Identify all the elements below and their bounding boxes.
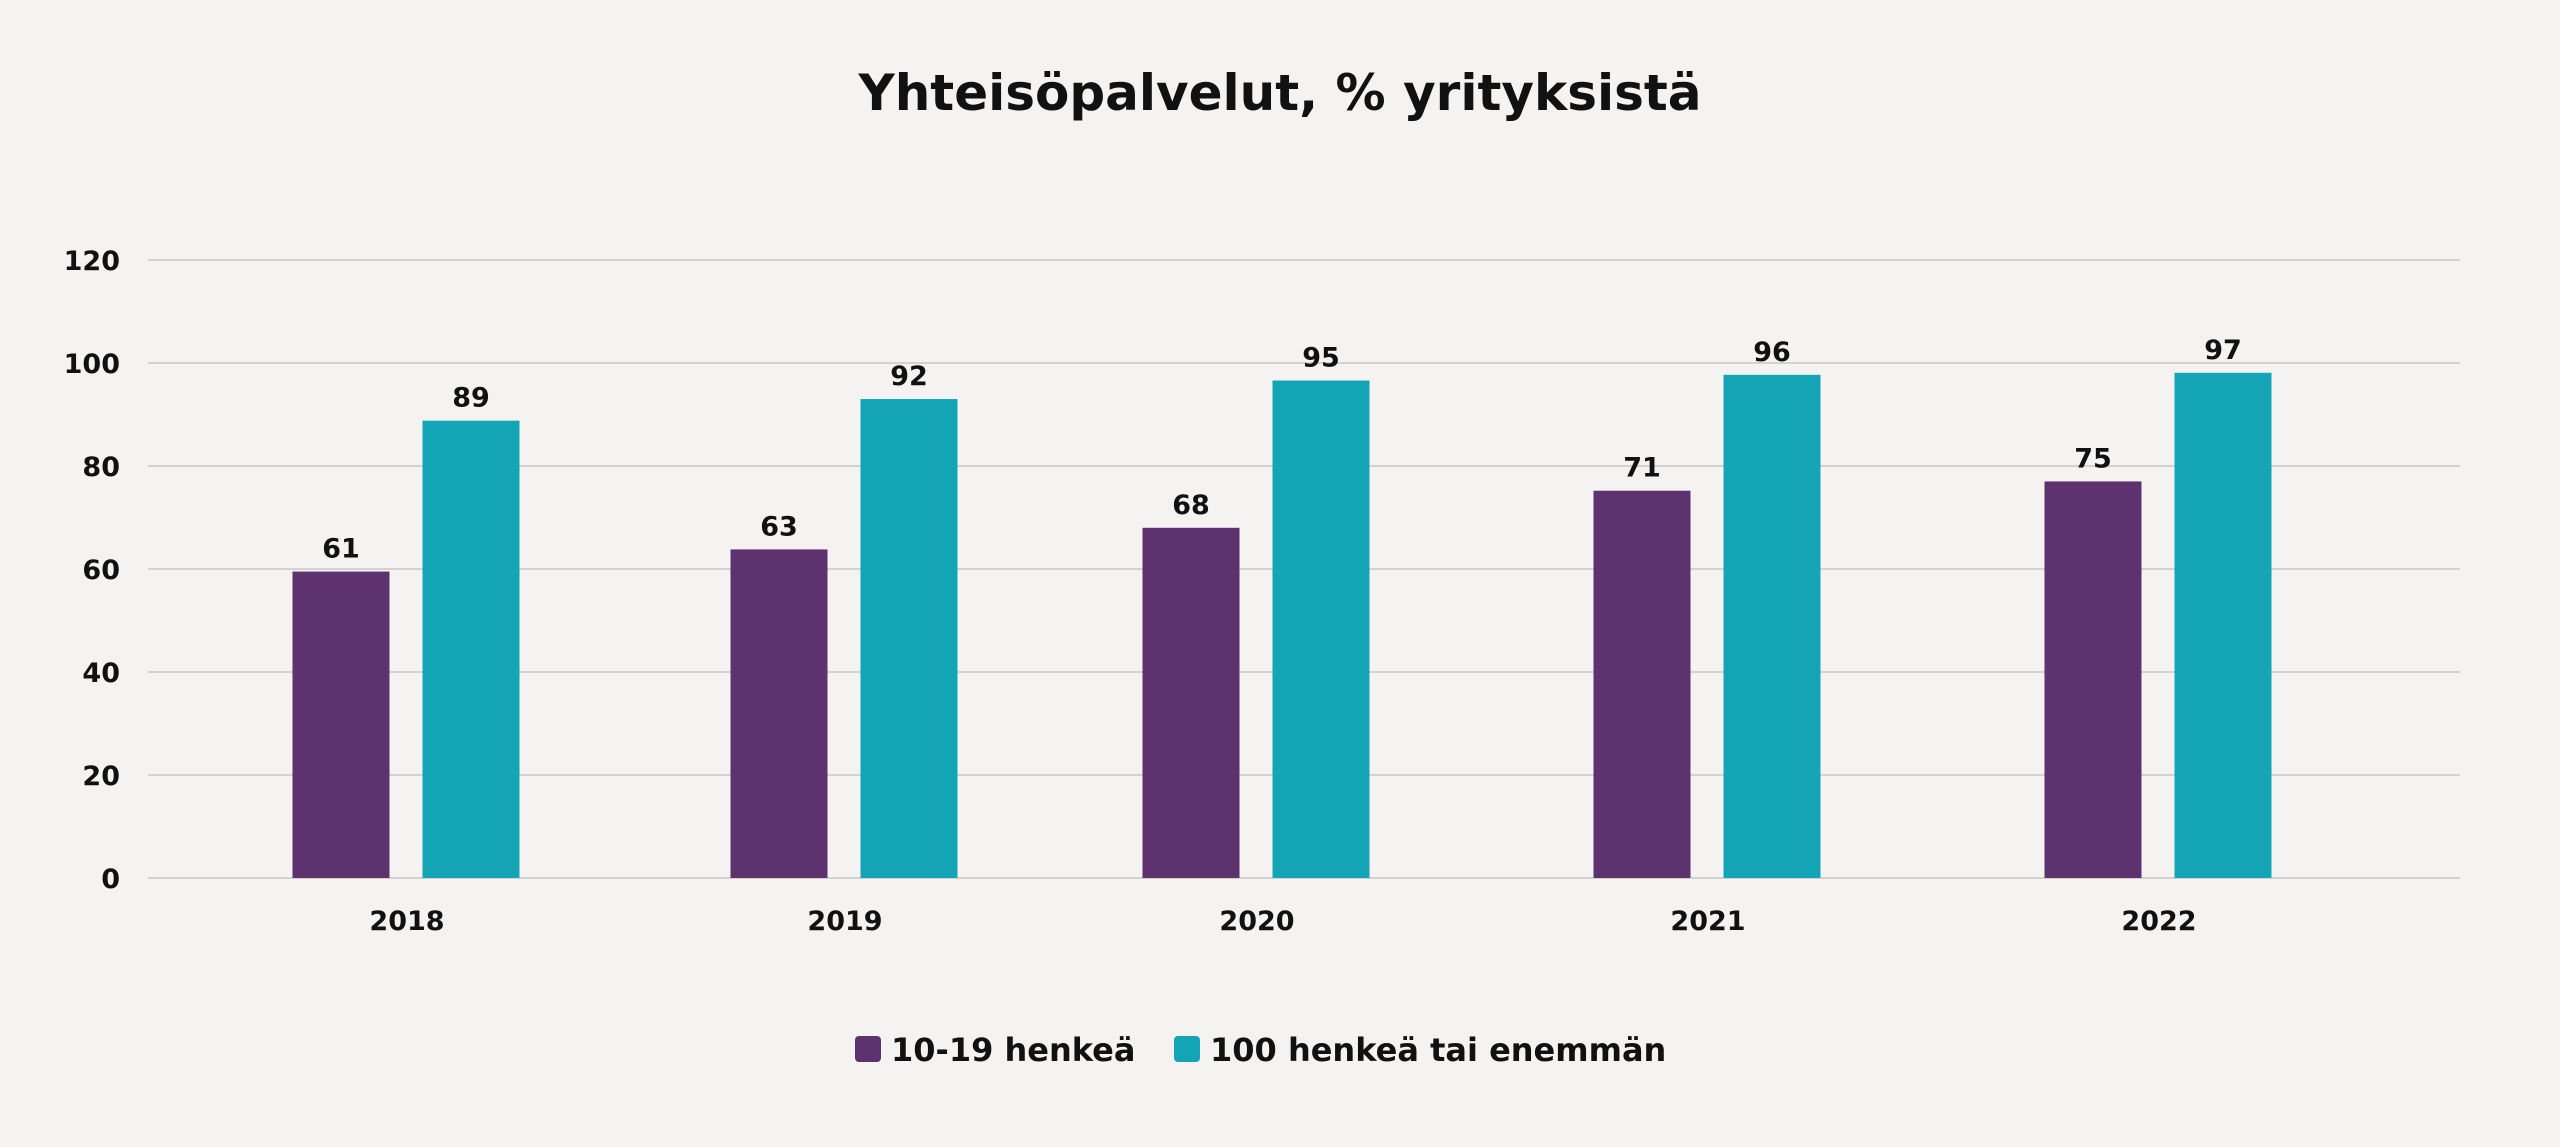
- legend-swatch: [855, 1036, 881, 1062]
- chart-title: Yhteisöpalvelut, % yrityksistä: [857, 64, 1701, 122]
- data-label: 95: [1302, 343, 1340, 374]
- x-tick-label: 2021: [1670, 906, 1745, 937]
- data-label: 75: [2074, 443, 2112, 474]
- data-label: 71: [1623, 453, 1661, 484]
- bars: [292, 372, 2272, 878]
- bar-series-1-2018: [292, 571, 390, 878]
- data-labels: 61 63 68 71 75 89 92 95 96 97: [322, 335, 2242, 565]
- y-tick-label: 40: [82, 658, 120, 689]
- x-tick-label: 2020: [1219, 906, 1294, 937]
- y-tick-label: 60: [82, 555, 120, 586]
- bar-series-2-2021: [1723, 374, 1821, 878]
- data-label: 89: [452, 383, 490, 414]
- bar-series-1-2019: [730, 549, 828, 878]
- data-label: 92: [890, 361, 928, 392]
- y-tick-label: 100: [64, 349, 120, 380]
- y-tick-label: 120: [64, 246, 120, 277]
- legend-label: 100 henkeä tai enemmän: [1210, 1031, 1666, 1069]
- data-label: 96: [1753, 337, 1791, 368]
- legend-swatch: [1174, 1036, 1200, 1062]
- bar-series-1-2022: [2044, 481, 2142, 878]
- y-tick-label: 80: [82, 452, 120, 483]
- data-label: 61: [322, 534, 360, 565]
- bar-series-1-2020: [1142, 527, 1240, 878]
- y-tick-label: 0: [101, 864, 120, 895]
- bar-series-2-2020: [1272, 380, 1370, 878]
- y-tick-label: 20: [82, 761, 120, 792]
- bar-series-2-2018: [422, 420, 520, 878]
- bar-series-2-2019: [860, 399, 958, 878]
- bar-series-2-2022: [2174, 372, 2272, 878]
- data-label: 63: [760, 511, 798, 542]
- legend: 10-19 henkeä 100 henkeä tai enemmän: [855, 1031, 1666, 1069]
- legend-label: 10-19 henkeä: [891, 1031, 1135, 1069]
- x-tick-label: 2019: [807, 906, 882, 937]
- x-tick-label: 2018: [369, 906, 444, 937]
- data-label: 97: [2204, 335, 2242, 366]
- data-label: 68: [1172, 490, 1210, 521]
- x-tick-label: 2022: [2121, 906, 2196, 937]
- x-axis: 2018 2019 2020 2021 2022: [369, 906, 2196, 937]
- bar-series-1-2021: [1593, 490, 1691, 878]
- y-axis: 0 20 40 60 80 100 120: [64, 246, 120, 895]
